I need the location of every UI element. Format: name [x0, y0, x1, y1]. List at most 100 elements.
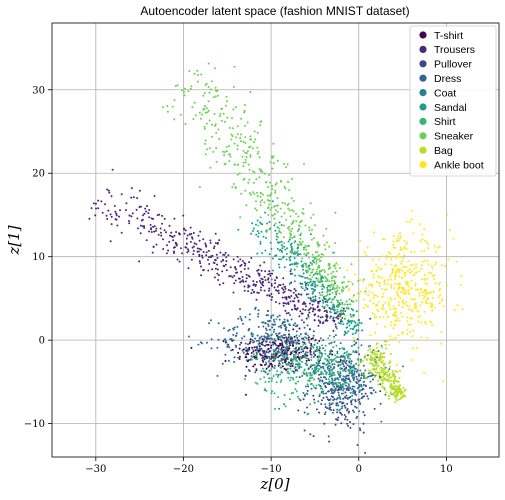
scatter-point: [250, 257, 253, 259]
scatter-point: [161, 222, 163, 225]
scatter-point: [388, 362, 390, 364]
scatter-point: [342, 389, 345, 392]
scatter-point: [287, 376, 290, 379]
scatter-point: [401, 306, 404, 309]
scatter-point: [285, 346, 287, 349]
scatter-point: [335, 262, 338, 265]
scatter-point: [292, 344, 295, 347]
scatter-point: [258, 280, 261, 282]
scatter-point: [331, 392, 334, 394]
scatter-point: [358, 363, 361, 366]
scatter-point: [390, 388, 393, 391]
scatter-point: [269, 319, 271, 322]
scatter-point: [406, 328, 409, 331]
scatter-point: [116, 224, 119, 227]
scatter-point: [289, 344, 292, 347]
scatter-point: [330, 408, 332, 411]
scatter-point: [305, 371, 308, 374]
scatter-point: [392, 327, 395, 330]
scatter-point: [350, 388, 353, 391]
scatter-point: [265, 357, 268, 360]
scatter-point: [257, 232, 260, 235]
scatter-point: [389, 391, 392, 394]
scatter-point: [346, 402, 349, 405]
scatter-point: [259, 378, 262, 381]
scatter-point: [397, 334, 400, 337]
scatter-point: [341, 309, 344, 312]
scatter-point: [290, 233, 293, 236]
scatter-point: [347, 307, 350, 310]
scatter-point: [406, 241, 409, 244]
scatter-point: [275, 289, 277, 292]
scatter-point: [118, 215, 121, 218]
scatter-point: [326, 301, 329, 304]
scatter-point: [359, 429, 362, 432]
scatter-point: [396, 317, 399, 320]
scatter-point: [273, 320, 276, 323]
scatter-point: [182, 214, 185, 217]
scatter-point: [339, 313, 342, 316]
scatter-point: [316, 279, 319, 282]
scatter-point: [251, 288, 254, 291]
scatter-point: [287, 303, 290, 305]
scatter-point: [331, 377, 333, 380]
scatter-point: [401, 391, 404, 394]
scatter-point: [250, 332, 253, 335]
scatter-point: [271, 214, 274, 217]
scatter-point: [322, 347, 325, 350]
scatter-point: [277, 356, 280, 359]
scatter-point: [295, 334, 298, 337]
scatter-point: [341, 367, 343, 370]
scatter-point: [334, 211, 337, 214]
scatter-point: [229, 338, 232, 341]
scatter-point: [216, 272, 219, 275]
scatter-point: [247, 286, 250, 289]
scatter-point: [264, 388, 266, 391]
scatter-point: [268, 328, 271, 331]
scatter-point: [252, 191, 254, 194]
scatter-point: [312, 298, 315, 301]
scatter-point: [240, 192, 243, 195]
scatter-point: [326, 315, 329, 318]
scatter-point: [228, 275, 231, 278]
scatter-point: [169, 234, 171, 237]
scatter-point: [389, 338, 392, 341]
scatter-point: [259, 240, 262, 243]
scatter-point: [207, 249, 210, 252]
scatter-point: [393, 391, 396, 394]
scatter-point: [398, 252, 401, 255]
scatter-point: [407, 308, 410, 311]
scatter-point: [205, 254, 208, 257]
scatter-point: [388, 376, 391, 379]
scatter-point: [224, 263, 227, 266]
scatter-point: [265, 236, 268, 239]
scatter-point: [274, 279, 276, 282]
scatter-point: [292, 252, 295, 255]
scatter-point: [252, 353, 255, 356]
scatter-point: [311, 253, 314, 256]
scatter-point: [438, 288, 441, 291]
scatter-point: [253, 130, 256, 133]
scatter-point: [300, 351, 303, 354]
scatter-point: [325, 381, 328, 384]
scatter-point: [162, 248, 165, 250]
scatter-point: [421, 233, 424, 236]
scatter-point: [316, 243, 319, 246]
scatter-point: [106, 218, 109, 220]
scatter-point: [362, 388, 365, 391]
scatter-point: [410, 209, 413, 212]
scatter-point: [245, 356, 248, 359]
scatter-point: [325, 241, 328, 244]
scatter-point: [267, 186, 270, 188]
scatter-point: [309, 233, 312, 236]
scatter-point: [289, 365, 292, 368]
scatter-point: [309, 403, 312, 406]
scatter-point: [343, 367, 346, 370]
scatter-point: [273, 352, 276, 355]
scatter-point: [258, 336, 261, 339]
scatter-point: [270, 362, 273, 365]
scatter-point: [395, 307, 398, 310]
scatter-point: [313, 398, 316, 401]
scatter-point: [237, 163, 240, 166]
scatter-point: [175, 231, 178, 233]
